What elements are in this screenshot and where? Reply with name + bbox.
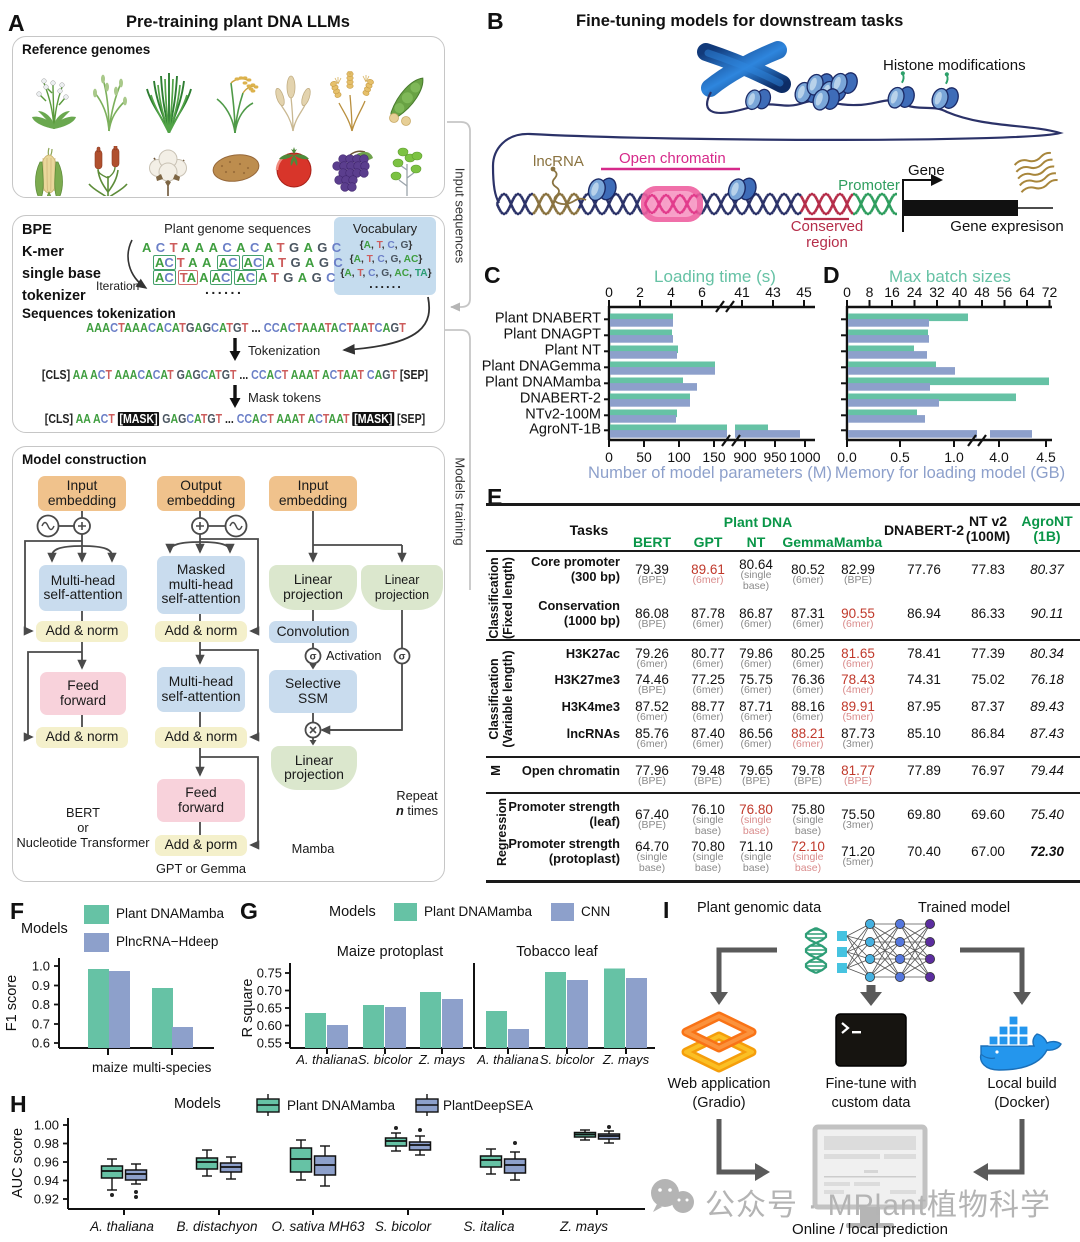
svg-text:Histone modifications: Histone modifications	[883, 57, 1026, 74]
svg-text:16: 16	[884, 284, 900, 300]
svg-text:72: 72	[1042, 284, 1058, 300]
svg-text:100: 100	[667, 449, 691, 465]
svg-text:32: 32	[929, 284, 945, 300]
svg-text:0.98: 0.98	[34, 1136, 59, 1151]
svg-text:0.96: 0.96	[34, 1155, 59, 1170]
svg-text:900: 900	[733, 449, 757, 465]
svg-text:A. thaliana: A. thaliana	[89, 1219, 154, 1234]
svg-text:maize: maize	[92, 1060, 128, 1075]
svg-text:Conserved: Conserved	[791, 218, 864, 235]
svg-text:24: 24	[907, 284, 923, 300]
svg-text:AUC score: AUC score	[10, 1128, 26, 1198]
svg-text:Z. mays: Z. mays	[418, 1052, 466, 1067]
svg-text:0.55: 0.55	[257, 1036, 282, 1051]
svg-text:950: 950	[763, 449, 787, 465]
svg-text:Plant NT: Plant NT	[545, 343, 602, 359]
svg-text:Z. mays: Z. mays	[602, 1052, 650, 1067]
svg-text:50: 50	[636, 449, 652, 465]
svg-text:0.60: 0.60	[257, 1018, 282, 1033]
svg-text:64: 64	[1019, 284, 1035, 300]
svg-text:S. bicolor: S. bicolor	[375, 1219, 432, 1234]
svg-text:Gene: Gene	[908, 162, 945, 179]
svg-text:AgroNT-1B: AgroNT-1B	[529, 422, 601, 438]
svg-text:Promoter: Promoter	[838, 177, 900, 194]
svg-text:0.9: 0.9	[32, 978, 50, 993]
svg-text:S. bicolor: S. bicolor	[540, 1052, 595, 1067]
svg-text:region: region	[806, 234, 848, 251]
svg-text:Plant DNAGPT: Plant DNAGPT	[504, 327, 602, 343]
svg-text:0.8: 0.8	[32, 997, 50, 1012]
svg-text:1000: 1000	[789, 449, 820, 465]
svg-text:0.7: 0.7	[32, 1017, 50, 1032]
svg-text:σ: σ	[399, 651, 406, 662]
svg-text:6: 6	[698, 284, 706, 300]
svg-text:multi-species: multi-species	[133, 1060, 212, 1075]
svg-text:A. thaliana: A. thaliana	[295, 1052, 357, 1067]
svg-text:0.92: 0.92	[34, 1192, 59, 1207]
svg-text:4.0: 4.0	[989, 449, 1009, 465]
svg-text:45: 45	[796, 284, 812, 300]
svg-text:8: 8	[866, 284, 874, 300]
svg-text:Open chromatin: Open chromatin	[619, 150, 726, 167]
svg-text:Gene expresison: Gene expresison	[950, 218, 1063, 235]
svg-text:S. italica: S. italica	[463, 1219, 515, 1234]
svg-text:Memory for loading model (GB): Memory for loading model (GB)	[835, 464, 1065, 482]
svg-text:B. distachyon: B. distachyon	[176, 1219, 257, 1234]
svg-text:lncRNA: lncRNA	[533, 153, 584, 170]
svg-text:41: 41	[734, 284, 750, 300]
svg-text:0: 0	[605, 449, 613, 465]
svg-text:S. bicolor: S. bicolor	[358, 1052, 413, 1067]
svg-text:NTv2-100M: NTv2-100M	[525, 407, 601, 423]
svg-text:48: 48	[974, 284, 990, 300]
svg-text:0.65: 0.65	[257, 1001, 282, 1016]
svg-text:σ: σ	[310, 651, 317, 662]
svg-text:1.00: 1.00	[34, 1118, 59, 1133]
svg-text:F1 score: F1 score	[5, 975, 20, 1031]
svg-text:0: 0	[843, 284, 851, 300]
svg-text:0.70: 0.70	[257, 983, 282, 998]
svg-text:0.75: 0.75	[257, 966, 282, 981]
svg-text:150: 150	[702, 449, 726, 465]
svg-text:0.94: 0.94	[34, 1173, 59, 1188]
svg-text:0.5: 0.5	[890, 449, 910, 465]
svg-text:Plant DNABERT: Plant DNABERT	[495, 311, 601, 327]
svg-text:0.6: 0.6	[32, 1036, 50, 1051]
svg-text:4.5: 4.5	[1036, 449, 1056, 465]
svg-text:40: 40	[952, 284, 968, 300]
svg-text:2: 2	[636, 284, 644, 300]
svg-text:1.0: 1.0	[32, 959, 50, 974]
svg-text:Z. mays: Z. mays	[559, 1219, 608, 1234]
svg-text:Number of model parameters (M): Number of model parameters (M)	[588, 464, 832, 482]
svg-text:43: 43	[765, 284, 781, 300]
svg-text:R square: R square	[240, 979, 256, 1038]
svg-text:A. thaliana: A. thaliana	[476, 1052, 538, 1067]
svg-text:56: 56	[997, 284, 1013, 300]
svg-text:Plant DNAMamba: Plant DNAMamba	[485, 375, 602, 391]
svg-text:4: 4	[667, 284, 675, 300]
svg-text:0: 0	[605, 284, 613, 300]
svg-text:0.0: 0.0	[837, 449, 857, 465]
svg-text:O. sativa MH63: O. sativa MH63	[271, 1219, 365, 1234]
svg-text:DNABERT-2: DNABERT-2	[520, 391, 601, 407]
svg-text:Plant DNAGemma: Plant DNAGemma	[482, 359, 602, 375]
svg-text:1.0: 1.0	[944, 449, 964, 465]
